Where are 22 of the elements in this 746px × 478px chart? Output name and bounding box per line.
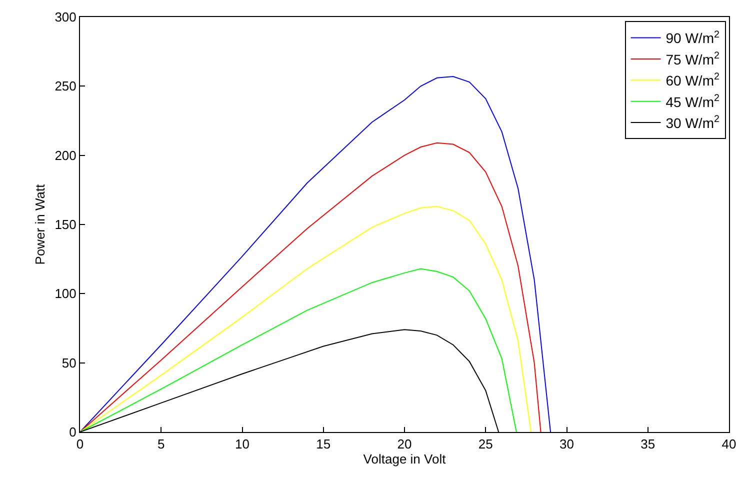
legend-label: 75 W/m$^{2}$	[666, 50, 720, 68]
y-tick-label: 250	[54, 78, 76, 94]
legend-label: 90 W/m$^{2}$	[666, 29, 720, 46]
x-tick-label: 40	[722, 436, 736, 452]
y-axis-title: Power in Watt	[32, 184, 48, 265]
y-tick-label: 200	[54, 148, 76, 163]
x-axis-title: Voltage in Volt	[363, 452, 446, 467]
legend-label: 45 W/m$^{2}$	[666, 92, 720, 110]
x-tick-label: 15	[316, 436, 331, 452]
x-tick-label: 35	[640, 436, 656, 452]
y-tick-label: 50	[62, 355, 76, 370]
x-tick-label: 30	[560, 436, 574, 452]
x-tick-label: 25	[478, 436, 493, 452]
x-tick-label: 5	[158, 436, 165, 452]
legend-label: 30 W/m$^{2}$	[666, 114, 720, 132]
y-tick-label: 300	[54, 10, 76, 25]
y-tick-label: 100	[54, 286, 76, 302]
y-tick-label: 0	[69, 424, 76, 440]
x-tick-label: 20	[397, 436, 412, 452]
y-tick-label: 150	[54, 217, 76, 232]
legend-label: 60 W/m$^{2}$	[666, 72, 720, 89]
x-tick-label: 10	[235, 436, 250, 452]
